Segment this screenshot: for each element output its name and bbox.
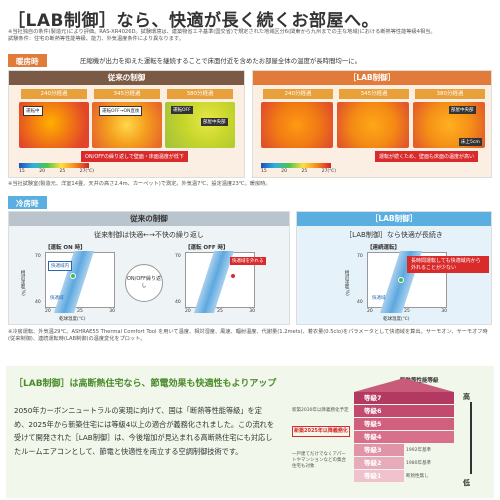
comfort-chart-off: 快適域を外れる [185,251,266,313]
comfort-out-label: 快適域を外れる [230,257,266,265]
header-note-2: 試験条件：住宅の断熱等性能等級、能力、外気温度条件により異なります。 [8,36,184,42]
grade-stack: 等級7 等級6 等級5 等級4 等級3 1992年基準 等級2 1980年基準 … [354,392,454,482]
cooling-lab-head: ［LAB制御］ [297,212,491,226]
lab-callout: 長時間運転しても快適域内から外れることが少ない [407,256,489,273]
heating-lab-caption: 運転が続くため、壁面も床面の温度が高い [375,151,479,162]
grade-level-2: 等級2 [354,457,404,469]
temperature-scale [19,163,89,168]
heating-conventional-head: 従来の制御 [9,71,244,85]
scale-low: 低 [463,479,470,487]
cooling-lab-panel: ［LAB制御］ ［LAB制御］なら快適が長続き 【連続運転】 快適域 長時間運転… [296,211,492,325]
scale-high: 高 [463,393,470,401]
bottom-body: 2050年カーボンニュートラルの実現に向けて、国は「断熱等性能等級」を定め、20… [14,406,275,456]
y-axis-label: 相対湿度(%) [344,270,349,296]
cooling-conventional-desc: 従来制御は快適←→不快の繰り返し [94,231,204,239]
x-axis-label: 乾球温度(℃) [59,317,86,322]
label-center: 部屋中央部 [201,118,228,126]
time-badge: 380分経過 [167,89,233,99]
label-center: 部屋中央部 [449,106,476,114]
time-badge: 380分経過 [415,89,485,99]
grade-level-3: 等級3 [354,444,404,456]
state-point [398,277,404,283]
cooling-tab: 冷房時 [8,196,47,209]
label-off-on: 運転OFF→ON直後 [99,106,143,116]
heating-lab-head: ［LAB制御］ [253,71,491,85]
note-housing: 一戸建てだけでなくアパートやマンションなどの集合住宅も対象 [292,452,346,469]
grade-level-7: 等級7 [354,392,454,404]
heating-lab-panel: ［LAB制御］ 240分経過 345分経過 380分経過 部屋中央部 床上5cm… [252,70,492,178]
grade-level-1: 等級1 [354,470,404,482]
time-badge: 240分経過 [21,89,87,99]
cooling-conventional-head: 従来の制御 [9,212,289,226]
grade-level-5: 等級5 [354,418,454,430]
heating-conventional-caption: ON/OFFの繰り返しで壁面・床面温度が低下 [81,151,188,162]
grade-level-4: 等級4 [354,431,454,443]
comfort-chart-on: 快適域内 快適域 [45,251,115,313]
temperature-scale-labels: 15 20 25 27(℃) [261,169,336,174]
house-roof [354,378,454,392]
thermal-room-image [261,102,333,148]
comfort-inside-label: 快適域内 [48,261,72,271]
thermal-room-image [337,102,409,148]
state-point [230,273,236,279]
x-ticks: 20 25 30 [45,309,115,314]
note-2025: 新築2025年以降義務化 [292,426,350,437]
x-ticks: 20 25 30 [367,309,447,314]
x-axis-label: 乾球温度(℃) [383,317,410,322]
time-badge: 345分経過 [339,89,409,99]
cooling-lab-desc: ［LAB制御］なら快適が長続き [345,231,443,239]
time-badge: 240分経過 [263,89,333,99]
header-note-1: ※当社独自の条件(製造元)により評価。RAS-XR4026D。試験環境は、建築物… [8,29,436,35]
heating-conventional-panel: 従来の制御 240分経過 345分経過 380分経過 運転中 運転OFF→ON直… [8,70,245,178]
label-off: 運転OFF [171,106,193,114]
page-title: ［LAB制御］なら、快適が長く続くお部屋へ。 [8,11,379,31]
x-ticks: 20 25 30 [185,309,255,314]
chart-label-on: 【運転 ON 時】 [45,245,86,251]
heating-tab: 暖房時 [8,54,47,67]
chart-label-off: 【運転 OFF 時】 [185,245,229,251]
label-running: 運転中 [23,106,43,116]
y-axis-label: 相対湿度(%) [20,270,25,296]
scale-arrow [470,402,472,474]
cooling-conventional-panel: 従来の制御 従来制御は快適←→不快の繰り返し 【運転 ON 時】 快適域内 快適… [8,211,290,325]
heating-footnote: ※当社試験室(製造元、洋室14畳、天井の高さ2.4m、カーペット)で測定。外気温… [8,181,271,187]
comfort-zone-label: 快適域 [372,296,386,301]
state-point [70,273,76,279]
label-floor: 床上5cm [459,138,482,146]
chart-label-continuous: 【連続運転】 [367,245,401,251]
note-2030: 新築2030年以降義務化予定 [292,408,349,413]
heating-description: 圧縮機が出力を抑えた運転を継続することで床面付近を含めたお部屋全体の温度が長時間… [80,57,361,65]
on-off-cycle-badge: ON/OFF繰り返し [125,264,163,302]
bottom-title: ［LAB制御］は高断熱住宅なら、節電効果も快適性もよりアップ [14,379,277,389]
comfort-band [193,251,235,313]
comfort-zone-label: 快適域 [50,296,64,301]
cooling-footnote: ※冷房運転、外気温29℃。ASHRAE55 Thermal Comfort To… [8,329,488,342]
time-badge: 345分経過 [94,89,160,99]
grade-level-6: 等級6 [354,405,454,417]
temperature-scale [261,163,331,168]
temperature-scale-labels: 15 20 25 27(℃) [19,169,94,174]
